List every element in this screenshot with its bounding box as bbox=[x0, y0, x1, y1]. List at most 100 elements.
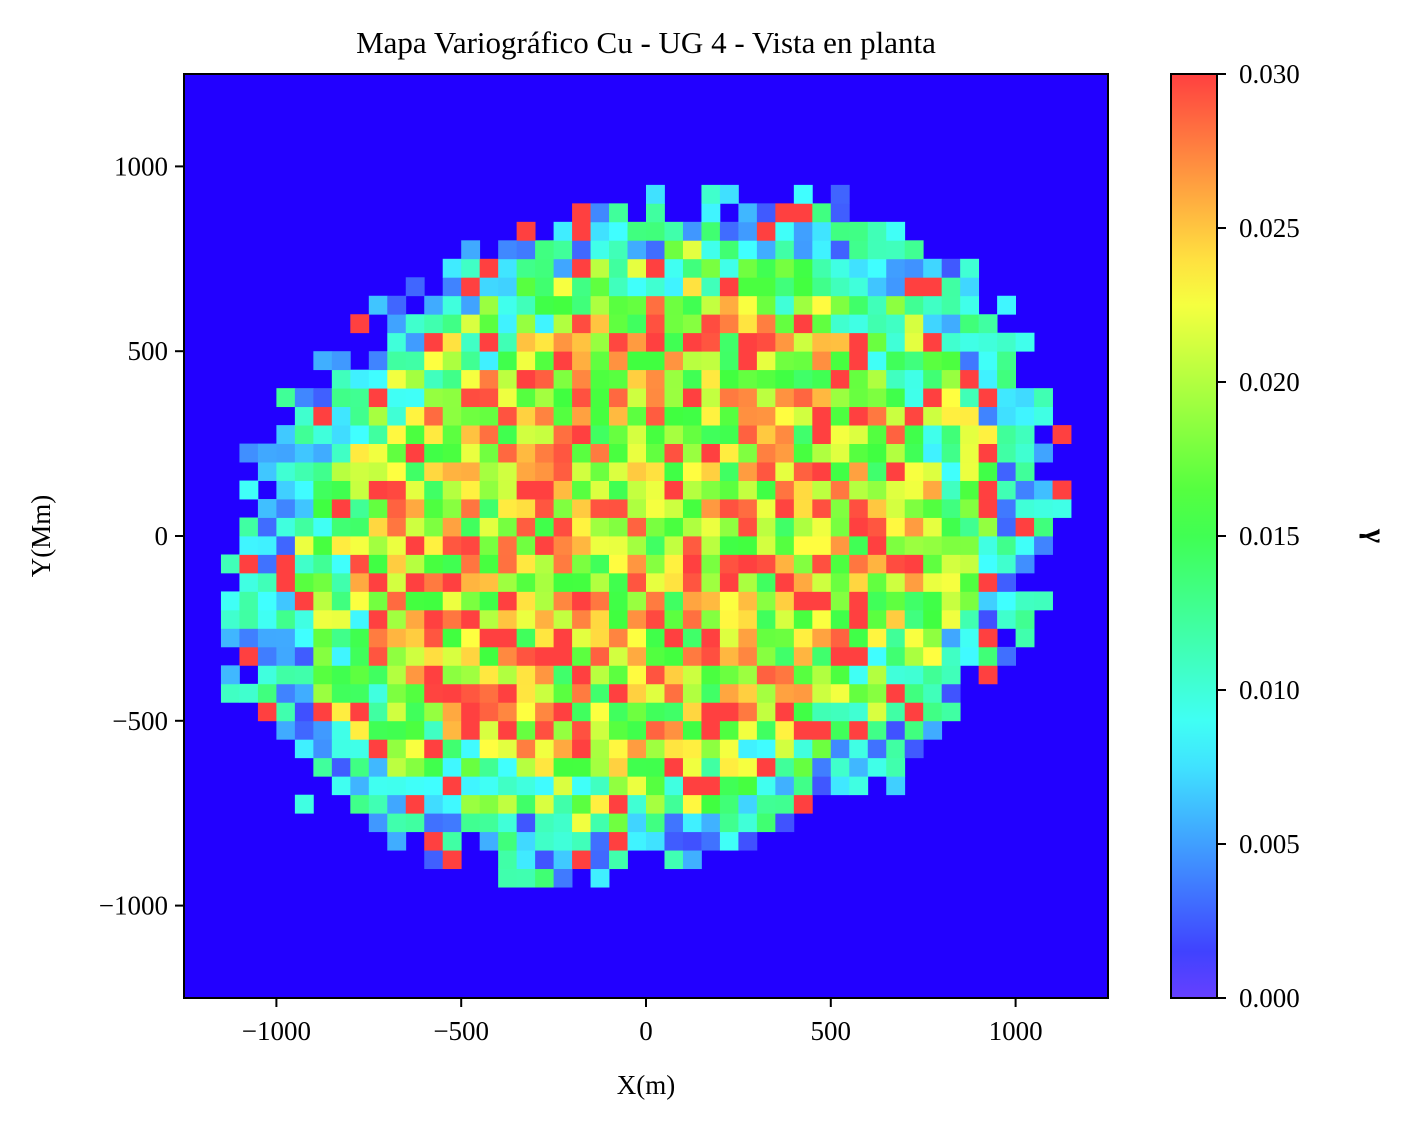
heatmap-cell bbox=[535, 831, 554, 851]
heatmap-cell bbox=[609, 277, 628, 297]
heatmap-cell bbox=[1015, 406, 1035, 426]
heatmap-cell bbox=[590, 536, 610, 555]
heatmap-cell bbox=[313, 702, 333, 722]
heatmap-cell bbox=[849, 739, 869, 759]
heatmap-cell bbox=[923, 702, 943, 722]
heatmap-cell bbox=[294, 572, 314, 592]
heatmap-cell bbox=[627, 720, 647, 740]
colorbar-tick-label: 0.030 bbox=[1239, 59, 1300, 89]
heatmap-cell bbox=[793, 646, 813, 666]
heatmap-cell bbox=[572, 443, 591, 463]
heatmap-cell bbox=[442, 609, 462, 629]
heatmap-cell bbox=[590, 351, 610, 371]
heatmap-cell bbox=[867, 221, 887, 241]
heatmap-cell bbox=[960, 295, 980, 315]
heatmap-cell bbox=[590, 499, 610, 518]
heatmap-cell bbox=[276, 591, 296, 611]
heatmap-cell bbox=[738, 609, 758, 629]
heatmap-cell bbox=[461, 369, 481, 389]
heatmap-cell bbox=[627, 554, 647, 574]
heatmap-cell bbox=[738, 258, 758, 278]
heatmap-cell bbox=[516, 277, 536, 297]
heatmap-cell bbox=[682, 388, 702, 408]
heatmap-cell bbox=[609, 388, 628, 408]
heatmap-cell bbox=[941, 683, 961, 703]
heatmap-cell bbox=[590, 221, 610, 241]
heatmap-cell bbox=[960, 369, 980, 389]
heatmap-cell bbox=[849, 628, 869, 648]
heatmap-cell bbox=[719, 221, 739, 241]
heatmap-cell bbox=[682, 776, 702, 796]
x-tick-label: −1000 bbox=[242, 1016, 311, 1046]
heatmap-cell bbox=[387, 813, 407, 833]
heatmap-cell bbox=[941, 702, 961, 722]
heatmap-cell bbox=[609, 683, 628, 703]
heatmap-cell bbox=[738, 646, 758, 666]
heatmap-cell bbox=[572, 517, 591, 537]
heatmap-cell bbox=[738, 406, 758, 426]
heatmap-cell bbox=[812, 425, 832, 444]
heatmap-cell bbox=[664, 406, 684, 426]
heatmap-cell bbox=[461, 240, 481, 260]
heatmap-cell bbox=[978, 351, 998, 371]
heatmap-cell bbox=[719, 794, 739, 814]
heatmap-cell bbox=[941, 462, 961, 481]
heatmap-cell bbox=[627, 831, 647, 851]
heatmap-cell bbox=[368, 480, 388, 500]
heatmap-cell bbox=[553, 831, 573, 851]
heatmap-cell bbox=[553, 443, 573, 463]
heatmap-cell bbox=[738, 628, 758, 648]
heatmap-cell bbox=[535, 609, 554, 629]
heatmap-cell bbox=[368, 609, 388, 629]
heatmap-cell bbox=[904, 388, 924, 408]
heatmap-cell bbox=[368, 388, 388, 408]
heatmap-cell bbox=[239, 572, 259, 592]
heatmap-cell bbox=[350, 554, 370, 574]
heatmap-cell bbox=[535, 646, 554, 666]
heatmap-cell bbox=[830, 517, 850, 537]
heatmap-cell bbox=[368, 536, 388, 555]
heatmap-cell bbox=[627, 665, 647, 685]
heatmap-cell bbox=[775, 462, 795, 481]
heatmap-cell bbox=[664, 776, 684, 796]
heatmap-cell bbox=[793, 369, 813, 389]
heatmap-cell bbox=[978, 591, 998, 611]
heatmap-cell bbox=[867, 646, 887, 666]
heatmap-cell bbox=[387, 628, 407, 648]
heatmap-cell bbox=[627, 572, 647, 592]
heatmap-cell bbox=[461, 425, 481, 444]
heatmap-cell bbox=[294, 499, 314, 518]
heatmap-cell bbox=[627, 332, 647, 352]
heatmap-cell bbox=[498, 258, 518, 278]
heatmap-cell bbox=[387, 739, 407, 759]
heatmap-cell bbox=[220, 628, 240, 648]
heatmap-cell bbox=[627, 757, 647, 777]
heatmap-cell bbox=[313, 554, 333, 574]
heatmap-cell bbox=[368, 757, 388, 777]
heatmap-cell bbox=[368, 739, 388, 759]
heatmap-cell bbox=[941, 443, 961, 463]
heatmap-cell bbox=[479, 813, 499, 833]
heatmap-cell bbox=[738, 794, 758, 814]
heatmap-cell bbox=[886, 757, 906, 777]
heatmap-cell bbox=[498, 831, 518, 851]
heatmap-cell bbox=[313, 480, 333, 500]
heatmap-cell bbox=[664, 499, 684, 518]
heatmap-cell bbox=[387, 369, 407, 389]
heatmap-cell bbox=[719, 609, 739, 629]
heatmap-cell bbox=[239, 517, 259, 537]
heatmap-cell bbox=[849, 406, 869, 426]
heatmap-cell bbox=[793, 739, 813, 759]
heatmap-cell bbox=[368, 813, 388, 833]
heatmap-cell bbox=[590, 425, 610, 444]
heatmap-cell bbox=[997, 554, 1016, 574]
chart-title: Mapa Variográfico Cu - UG 4 - Vista en p… bbox=[356, 25, 936, 60]
heatmap-cell bbox=[904, 369, 924, 389]
heatmap-cell bbox=[738, 683, 758, 703]
heatmap-cell bbox=[516, 425, 536, 444]
heatmap-cell bbox=[682, 831, 702, 851]
heatmap-cell bbox=[756, 776, 776, 796]
heatmap-cell bbox=[553, 332, 573, 352]
heatmap-cell bbox=[738, 813, 758, 833]
heatmap-cell bbox=[682, 794, 702, 814]
